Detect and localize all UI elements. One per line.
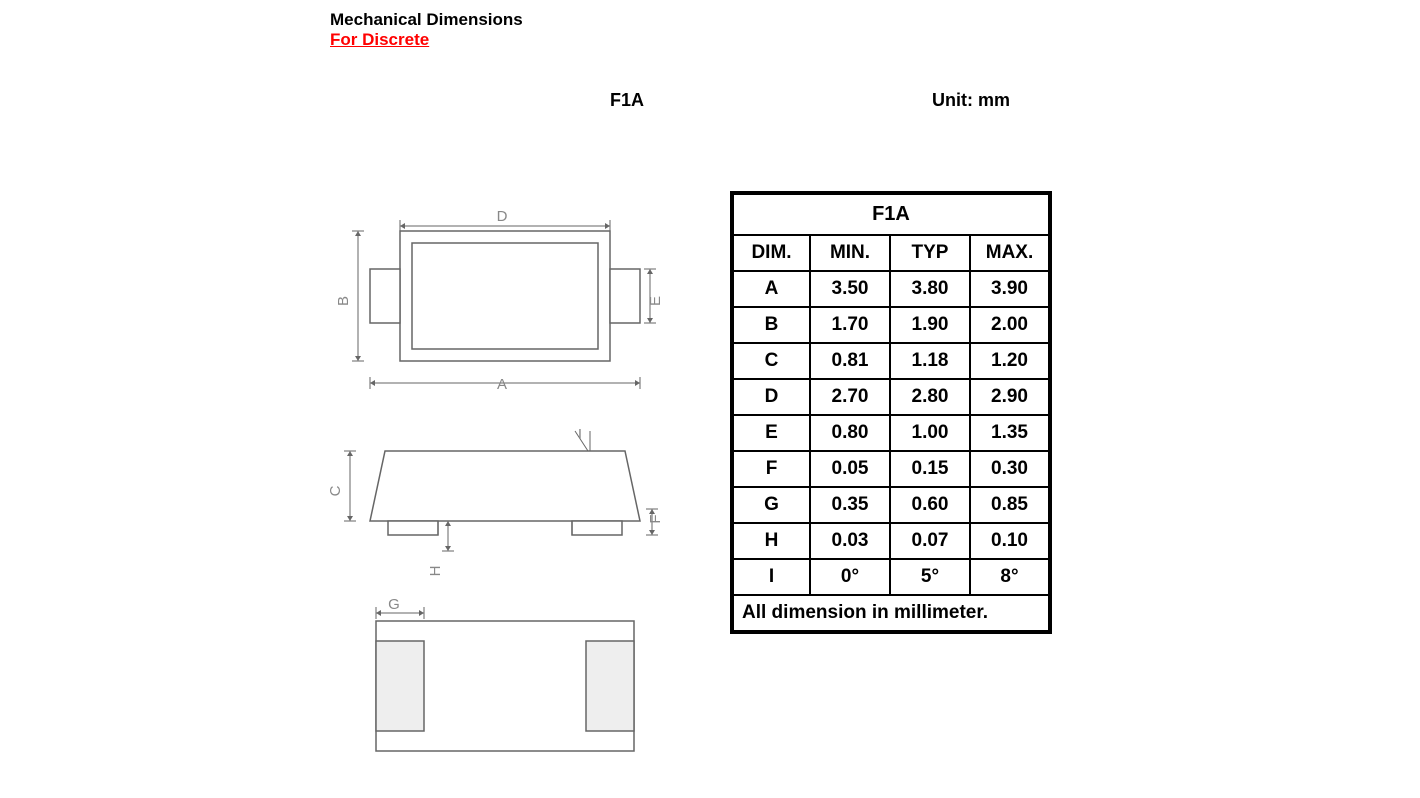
value-cell: 0.81 xyxy=(810,343,890,379)
value-cell: 0.07 xyxy=(890,523,970,559)
table-row: D2.702.802.90 xyxy=(732,379,1050,415)
part-label: F1A xyxy=(610,90,644,111)
value-cell: 2.00 xyxy=(970,307,1050,343)
mechanical-diagram: D A B E C F I H G xyxy=(330,191,690,751)
value-cell: 1.20 xyxy=(970,343,1050,379)
dim-cell: B xyxy=(732,307,810,343)
value-cell: 0.03 xyxy=(810,523,890,559)
svg-text:D: D xyxy=(497,208,508,225)
svg-text:F: F xyxy=(647,514,664,523)
value-cell: 0.60 xyxy=(890,487,970,523)
dim-cell: E xyxy=(732,415,810,451)
value-cell: 0.10 xyxy=(970,523,1050,559)
table-row: C0.811.181.20 xyxy=(732,343,1050,379)
dim-cell: A xyxy=(732,271,810,307)
svg-text:C: C xyxy=(330,485,344,496)
value-cell: 0.35 xyxy=(810,487,890,523)
title-for-discrete: For Discrete xyxy=(330,30,1090,50)
value-cell: 1.70 xyxy=(810,307,890,343)
table-row: B1.701.902.00 xyxy=(732,307,1050,343)
table-row: A3.503.803.90 xyxy=(732,271,1050,307)
svg-text:E: E xyxy=(647,296,664,306)
value-cell: 0° xyxy=(810,559,890,595)
dim-cell: G xyxy=(732,487,810,523)
dimension-table: F1A DIM.MIN.TYPMAX. A3.503.803.90B1.701.… xyxy=(730,191,1052,634)
value-cell: 1.00 xyxy=(890,415,970,451)
dim-cell: I xyxy=(732,559,810,595)
dim-cell: C xyxy=(732,343,810,379)
value-cell: 5° xyxy=(890,559,970,595)
table-column-header: TYP xyxy=(890,235,970,271)
value-cell: 3.50 xyxy=(810,271,890,307)
value-cell: 8° xyxy=(970,559,1050,595)
table-column-header: DIM. xyxy=(732,235,810,271)
value-cell: 0.80 xyxy=(810,415,890,451)
value-cell: 0.30 xyxy=(970,451,1050,487)
value-cell: 0.85 xyxy=(970,487,1050,523)
svg-text:H: H xyxy=(427,566,444,577)
title-mechanical-dimensions: Mechanical Dimensions xyxy=(330,10,1090,30)
table-main-header: F1A xyxy=(732,193,1050,235)
dim-cell: F xyxy=(732,451,810,487)
value-cell: 2.80 xyxy=(890,379,970,415)
table-row: I0°5°8° xyxy=(732,559,1050,595)
value-cell: 0.15 xyxy=(890,451,970,487)
svg-text:B: B xyxy=(335,296,352,306)
value-cell: 1.18 xyxy=(890,343,970,379)
table-footer: All dimension in millimeter. xyxy=(732,595,1050,632)
svg-text:I: I xyxy=(578,426,582,443)
value-cell: 1.35 xyxy=(970,415,1050,451)
table-column-header: MAX. xyxy=(970,235,1050,271)
unit-label: Unit: mm xyxy=(932,90,1010,111)
dim-cell: D xyxy=(732,379,810,415)
svg-text:G: G xyxy=(388,596,400,613)
table-row: H0.030.070.10 xyxy=(732,523,1050,559)
svg-text:A: A xyxy=(497,376,507,393)
dimension-table-area: F1A DIM.MIN.TYPMAX. A3.503.803.90B1.701.… xyxy=(730,191,1090,751)
value-cell: 2.90 xyxy=(970,379,1050,415)
table-row: G0.350.600.85 xyxy=(732,487,1050,523)
table-row: E0.801.001.35 xyxy=(732,415,1050,451)
value-cell: 0.05 xyxy=(810,451,890,487)
value-cell: 3.90 xyxy=(970,271,1050,307)
value-cell: 3.80 xyxy=(890,271,970,307)
value-cell: 2.70 xyxy=(810,379,890,415)
table-row: F0.050.150.30 xyxy=(732,451,1050,487)
dim-cell: H xyxy=(732,523,810,559)
value-cell: 1.90 xyxy=(890,307,970,343)
table-column-header: MIN. xyxy=(810,235,890,271)
